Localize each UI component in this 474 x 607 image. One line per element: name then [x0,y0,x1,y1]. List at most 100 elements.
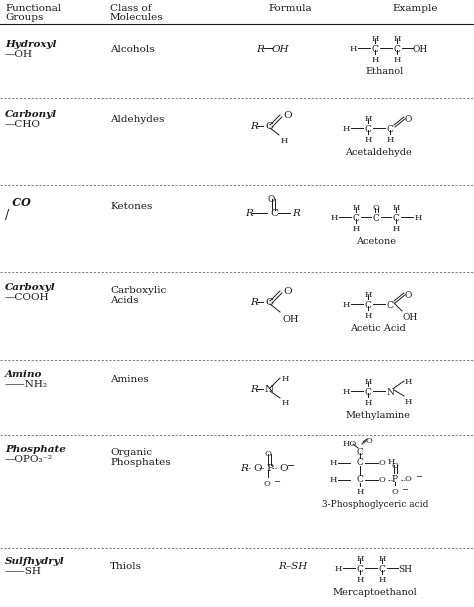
Text: C: C [265,122,273,131]
Text: Aldehydes: Aldehydes [110,115,164,124]
Text: Class of: Class of [110,4,152,13]
Text: H: H [365,291,372,299]
Text: —COOH: —COOH [5,293,50,302]
Text: Acetic Acid: Acetic Acid [350,324,406,333]
Text: OH: OH [283,315,300,324]
Text: O: O [283,287,292,296]
Text: H: H [365,399,372,407]
Text: O: O [279,464,288,473]
Text: C: C [356,458,364,467]
Text: O: O [405,475,411,483]
Text: H: H [414,214,422,222]
Text: H: H [342,301,350,309]
Text: Alcohols: Alcohols [110,45,155,54]
Text: C: C [356,475,364,484]
Text: H: H [393,56,401,64]
Text: H: H [371,35,379,43]
Text: H: H [282,399,289,407]
Text: C: C [393,45,401,54]
Text: O: O [267,195,275,204]
Text: HO: HO [343,440,357,448]
Text: H: H [392,225,400,233]
Text: −: − [287,462,295,471]
Text: Sulfhydryl: Sulfhydryl [5,557,65,566]
Text: Carboxylic: Carboxylic [110,286,166,295]
Text: H: H [352,225,360,233]
Text: Amines: Amines [110,375,149,384]
Text: Ketones: Ketones [110,202,152,211]
Text: Example: Example [392,4,438,13]
Text: C: C [379,565,385,574]
Text: OH: OH [272,45,290,54]
Text: −: − [415,473,422,481]
Text: H: H [356,576,364,584]
Text: O: O [253,464,262,473]
Text: /: / [5,209,9,222]
Text: C: C [373,214,380,223]
Text: R: R [292,209,300,218]
Text: Methylamine: Methylamine [346,411,410,420]
Text: O: O [392,488,399,496]
Text: Organic: Organic [110,448,152,457]
Text: O: O [392,462,399,470]
Text: H: H [386,136,394,144]
Text: O: O [365,437,373,445]
Text: O: O [379,459,385,467]
Text: P: P [392,475,398,484]
Text: Acetaldehyde: Acetaldehyde [345,148,411,157]
Text: N: N [265,385,274,394]
Text: C: C [356,565,364,574]
Text: H: H [365,115,372,123]
Text: SH: SH [398,565,412,574]
Text: H: H [342,388,350,396]
Text: O: O [264,450,272,458]
Text: H: H [334,565,342,573]
Text: C: C [365,388,372,397]
Text: N: N [386,388,394,397]
Text: C: C [356,448,364,457]
Text: H: H [330,214,337,222]
Text: Functional: Functional [5,4,61,13]
Text: H: H [282,375,289,383]
Text: Phosphate: Phosphate [5,445,66,454]
Text: R: R [250,385,258,394]
Text: H: H [342,125,350,133]
Text: H: H [404,378,412,386]
Text: H: H [365,378,372,386]
Text: R: R [250,298,258,307]
Text: H: H [388,458,395,466]
Text: R: R [250,122,258,131]
Text: P: P [266,464,273,473]
Text: O: O [373,204,380,212]
Text: O: O [404,291,412,300]
Text: H: H [356,488,364,496]
Text: H: H [329,476,337,484]
Text: —OH: —OH [5,50,33,59]
Text: O: O [404,115,412,124]
Text: Carboxyl: Carboxyl [5,283,56,292]
Text: H: H [392,204,400,212]
Text: R: R [245,209,253,218]
Text: C: C [365,301,372,310]
Text: H: H [393,35,401,43]
Text: Mercaptoethanol: Mercaptoethanol [333,588,418,597]
Text: H: H [365,312,372,320]
Text: R–SH: R–SH [278,562,307,571]
Text: H: H [378,555,386,563]
Text: C: C [372,45,378,54]
Text: C: C [270,209,278,218]
Text: O: O [283,111,292,120]
Text: —CHO: —CHO [5,120,41,129]
Text: Acids: Acids [110,296,138,305]
Text: R: R [256,45,264,54]
Text: C: C [392,214,400,223]
Text: Carbonyl: Carbonyl [5,110,57,119]
Text: R: R [240,464,248,473]
Text: H: H [352,204,360,212]
Text: H: H [329,459,337,467]
Text: H: H [281,137,288,145]
Text: OH: OH [413,45,428,54]
Text: H: H [371,56,379,64]
Text: Ethanol: Ethanol [366,67,404,76]
Text: Acetone: Acetone [356,237,396,246]
